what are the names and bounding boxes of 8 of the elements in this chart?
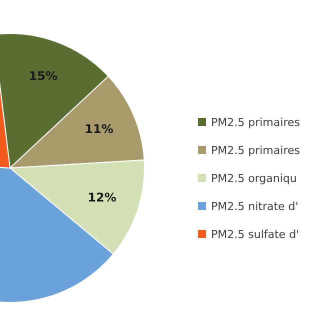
legend-label: PM2.5 nitrate d' <box>211 200 298 212</box>
legend-label: PM2.5 sulfate d' <box>211 228 300 240</box>
legend-label: PM2.5 primaires <box>211 116 300 128</box>
data-label: 11% <box>84 122 114 136</box>
data-label: 15% <box>28 69 58 84</box>
data-label: 12% <box>88 190 116 204</box>
legend-label: PM2.5 organiqu <box>211 172 297 184</box>
legend-label: PM2.5 primaires <box>211 144 300 156</box>
